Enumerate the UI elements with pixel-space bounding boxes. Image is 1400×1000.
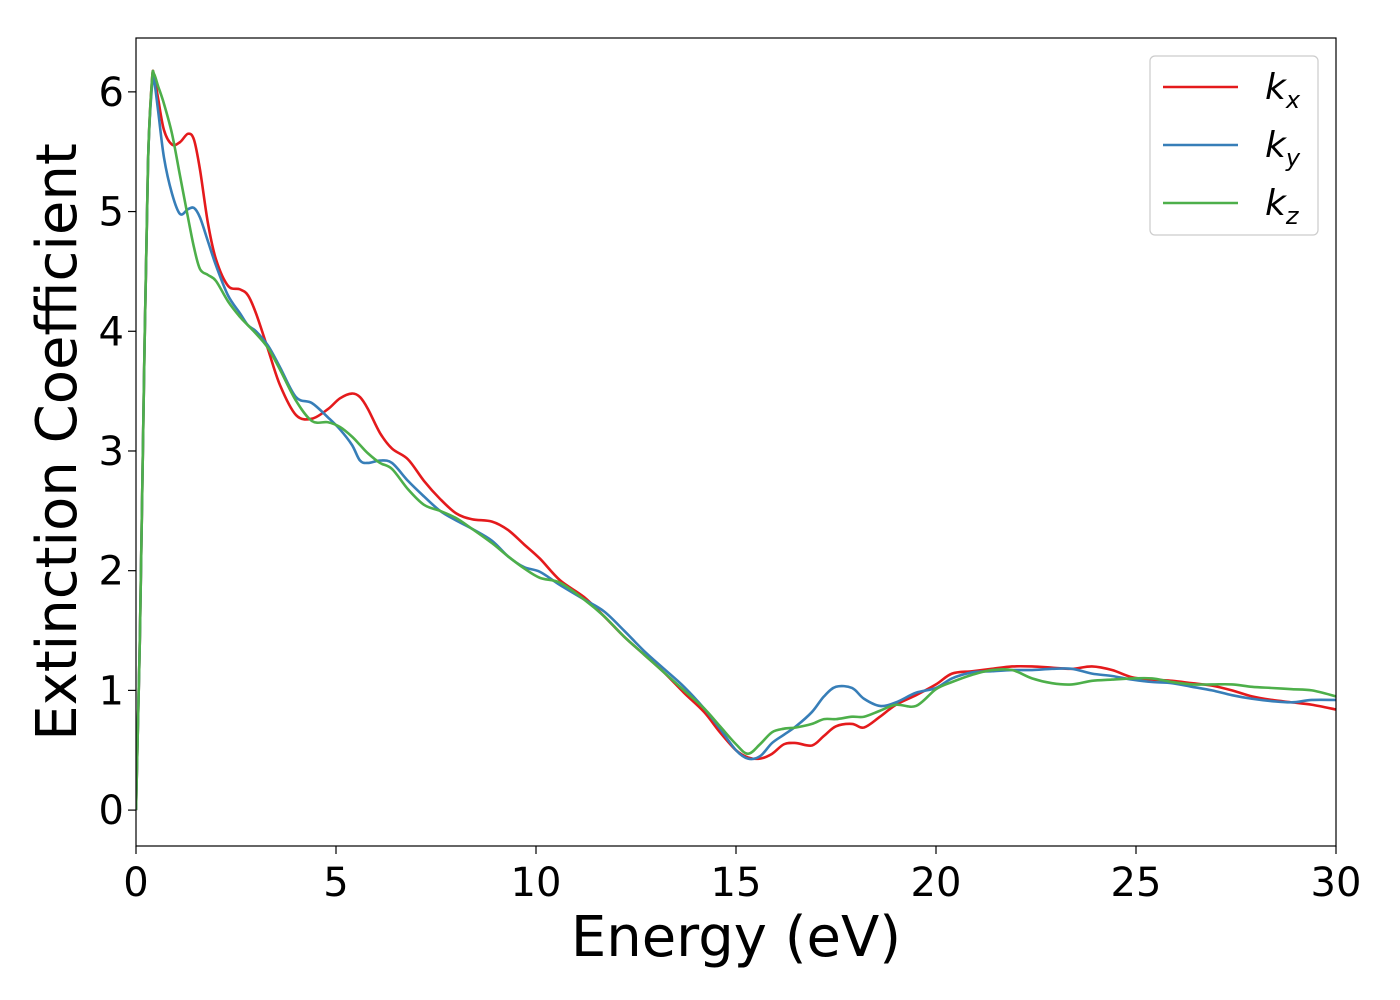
legend-label-kx: kx: [1265, 67, 1301, 114]
y-axis-ticks: 0 1 2 3 4 5 6: [99, 70, 136, 834]
y-tick-label: 2: [99, 549, 124, 595]
y-tick-label: 4: [99, 309, 124, 355]
series-layer: [136, 69, 1336, 811]
y-tick-label: 6: [99, 70, 124, 116]
legend-label-base: k: [1265, 67, 1288, 108]
x-tick-label: 30: [1311, 860, 1362, 906]
legend-label-base: k: [1265, 183, 1288, 224]
x-tick-label: 0: [123, 860, 148, 906]
legend-label-ky: ky: [1265, 125, 1301, 172]
y-tick-label: 1: [99, 668, 124, 714]
x-tick-label: 10: [511, 860, 562, 906]
x-tick-label: 20: [911, 860, 962, 906]
x-tick-label: 25: [1111, 860, 1162, 906]
x-tick-label: 15: [711, 860, 762, 906]
legend-label-kz: kz: [1265, 183, 1300, 230]
legend-label-base: k: [1265, 125, 1288, 166]
x-tick-label: 5: [323, 860, 348, 906]
legend-label-subscript: y: [1285, 144, 1301, 172]
y-axis-label: Extinction Coefficient: [25, 143, 90, 741]
legend-label-subscript: x: [1285, 86, 1301, 114]
x-axis-ticks: 0 5 10 15 20 25 30: [123, 846, 1361, 906]
y-tick-label: 3: [99, 429, 124, 475]
series-line-kz: [136, 69, 1336, 811]
y-tick-label: 0: [99, 788, 124, 834]
x-axis-label: Energy (eV): [571, 905, 901, 970]
y-tick-label: 5: [99, 190, 124, 236]
legend-label-subscript: z: [1285, 202, 1300, 230]
